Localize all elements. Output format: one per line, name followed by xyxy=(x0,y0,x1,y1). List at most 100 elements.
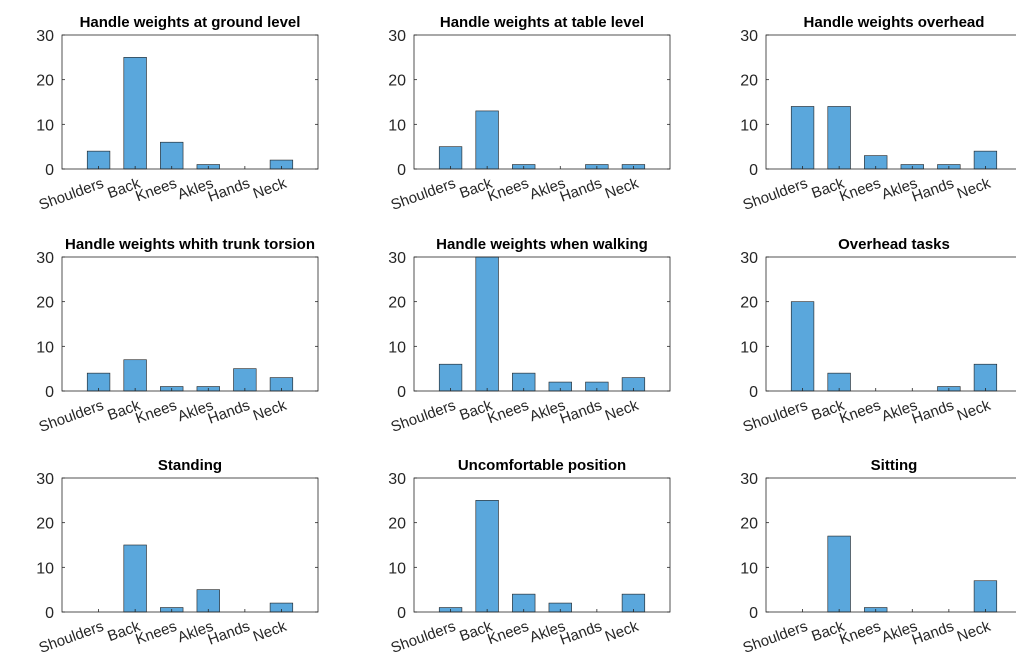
bar-back xyxy=(123,359,147,392)
y-tick-label: 10 xyxy=(36,560,54,577)
bar-neck xyxy=(973,580,998,613)
y-tick-label: 0 xyxy=(749,162,758,179)
y-tick-label: 10 xyxy=(388,117,406,134)
y-tick-label: 20 xyxy=(740,73,758,90)
x-tick-label-neck: Neck xyxy=(603,397,641,425)
x-tick-label-knees: Knees xyxy=(837,397,883,428)
axes-box xyxy=(765,34,1016,170)
subplot-title: Handle weights whith trunk torsion xyxy=(65,236,315,253)
y-tick-label: 30 xyxy=(388,471,406,488)
y-tick-label: 10 xyxy=(388,339,406,356)
bar-back xyxy=(123,544,147,613)
axes-box xyxy=(413,34,671,170)
x-tick-label-neck: Neck xyxy=(251,618,289,646)
axes-box xyxy=(413,256,671,392)
bar-hands xyxy=(233,368,257,392)
x-tick-label-knees: Knees xyxy=(837,175,883,206)
bar-knees xyxy=(160,141,184,170)
y-tick-label: 10 xyxy=(740,117,758,134)
subplot-title: Uncomfortable position xyxy=(458,457,626,474)
x-tick-label-hands: Hands xyxy=(910,397,957,428)
x-tick-label-neck: Neck xyxy=(251,175,289,203)
axes-box xyxy=(61,256,319,392)
y-tick-label: 30 xyxy=(388,250,406,267)
x-tick-label-hands: Hands xyxy=(558,618,605,649)
subplot-title: Handle weights overhead xyxy=(804,14,985,31)
x-tick-label-shoulders: Shoulders xyxy=(37,175,106,214)
x-tick-label-shoulders: Shoulders xyxy=(37,397,106,436)
bar-back xyxy=(123,57,147,170)
x-tick-label-knees: Knees xyxy=(837,618,883,649)
x-tick-label-shoulders: Shoulders xyxy=(741,397,810,436)
bar-shoulders xyxy=(790,106,815,170)
x-tick-label-neck: Neck xyxy=(955,175,993,203)
bar-back xyxy=(475,500,499,613)
x-tick-label-neck: Neck xyxy=(955,397,993,425)
x-tick-label-knees: Knees xyxy=(133,175,179,206)
y-tick-label: 30 xyxy=(740,471,758,488)
x-tick-label-knees: Knees xyxy=(485,397,531,428)
bar-shoulders xyxy=(438,363,463,392)
x-tick-label-knees: Knees xyxy=(133,397,179,428)
y-tick-label: 20 xyxy=(388,295,406,312)
y-tick-label: 10 xyxy=(740,339,758,356)
y-tick-label: 20 xyxy=(388,73,406,90)
axes-box xyxy=(413,477,671,613)
bar-shoulders xyxy=(790,301,815,392)
x-tick-label-shoulders: Shoulders xyxy=(37,618,106,657)
subplot-title: Handle weights at ground level xyxy=(80,14,301,31)
x-tick-label-hands: Hands xyxy=(558,175,605,206)
x-tick-label-neck: Neck xyxy=(251,397,289,425)
axes-box xyxy=(765,256,1016,392)
y-tick-label: 0 xyxy=(397,384,406,401)
x-tick-label-hands: Hands xyxy=(206,618,253,649)
x-tick-label-neck: Neck xyxy=(603,618,641,646)
x-tick-label-hands: Hands xyxy=(910,618,957,649)
y-tick-label: 20 xyxy=(36,295,54,312)
x-tick-label-hands: Hands xyxy=(206,175,253,206)
y-tick-label: 10 xyxy=(36,117,54,134)
x-tick-label-shoulders: Shoulders xyxy=(741,175,810,214)
x-tick-label-neck: Neck xyxy=(955,618,993,646)
x-tick-label-neck: Neck xyxy=(603,175,641,203)
x-tick-label-shoulders: Shoulders xyxy=(389,618,458,657)
y-tick-label: 10 xyxy=(740,560,758,577)
subplot-title: Handle weights at table level xyxy=(440,14,644,31)
subplot-title: Handle weights when walking xyxy=(436,236,648,253)
subplot-4: Handle weights whith trunk torsion 0 10 20 3… xyxy=(36,236,319,436)
y-tick-label: 0 xyxy=(749,605,758,622)
y-tick-label: 20 xyxy=(740,516,758,533)
y-tick-label: 10 xyxy=(388,560,406,577)
bar-neck xyxy=(973,363,998,392)
subplot-5: Handle weights when walking 0 10 20 30 Should… xyxy=(388,236,671,436)
axes-box xyxy=(61,477,319,613)
y-tick-label: 0 xyxy=(397,605,406,622)
x-tick-label-knees: Knees xyxy=(485,618,531,649)
y-tick-label: 30 xyxy=(740,28,758,45)
y-tick-label: 0 xyxy=(397,162,406,179)
y-tick-label: 0 xyxy=(45,605,54,622)
y-tick-label: 0 xyxy=(749,384,758,401)
y-tick-label: 20 xyxy=(740,295,758,312)
x-tick-label-shoulders: Shoulders xyxy=(389,397,458,436)
axes-box xyxy=(765,477,1016,613)
y-tick-label: 30 xyxy=(36,28,54,45)
bar-back xyxy=(827,535,851,613)
y-tick-label: 20 xyxy=(388,516,406,533)
x-tick-label-knees: Knees xyxy=(485,175,531,206)
x-tick-label-shoulders: Shoulders xyxy=(741,618,810,657)
x-tick-label-hands: Hands xyxy=(558,397,605,428)
x-tick-label-knees: Knees xyxy=(133,618,179,649)
y-tick-label: 30 xyxy=(740,250,758,267)
subplot-1: Handle weights at ground level 0 10 20 30 Sho… xyxy=(36,14,319,214)
y-tick-label: 20 xyxy=(36,73,54,90)
subplot-2: Handle weights at table level 0 10 20 30 Shou… xyxy=(388,14,671,214)
bar-back xyxy=(827,106,851,170)
y-tick-label: 30 xyxy=(388,28,406,45)
x-tick-label-shoulders: Shoulders xyxy=(389,175,458,214)
x-tick-label-hands: Hands xyxy=(910,175,957,206)
